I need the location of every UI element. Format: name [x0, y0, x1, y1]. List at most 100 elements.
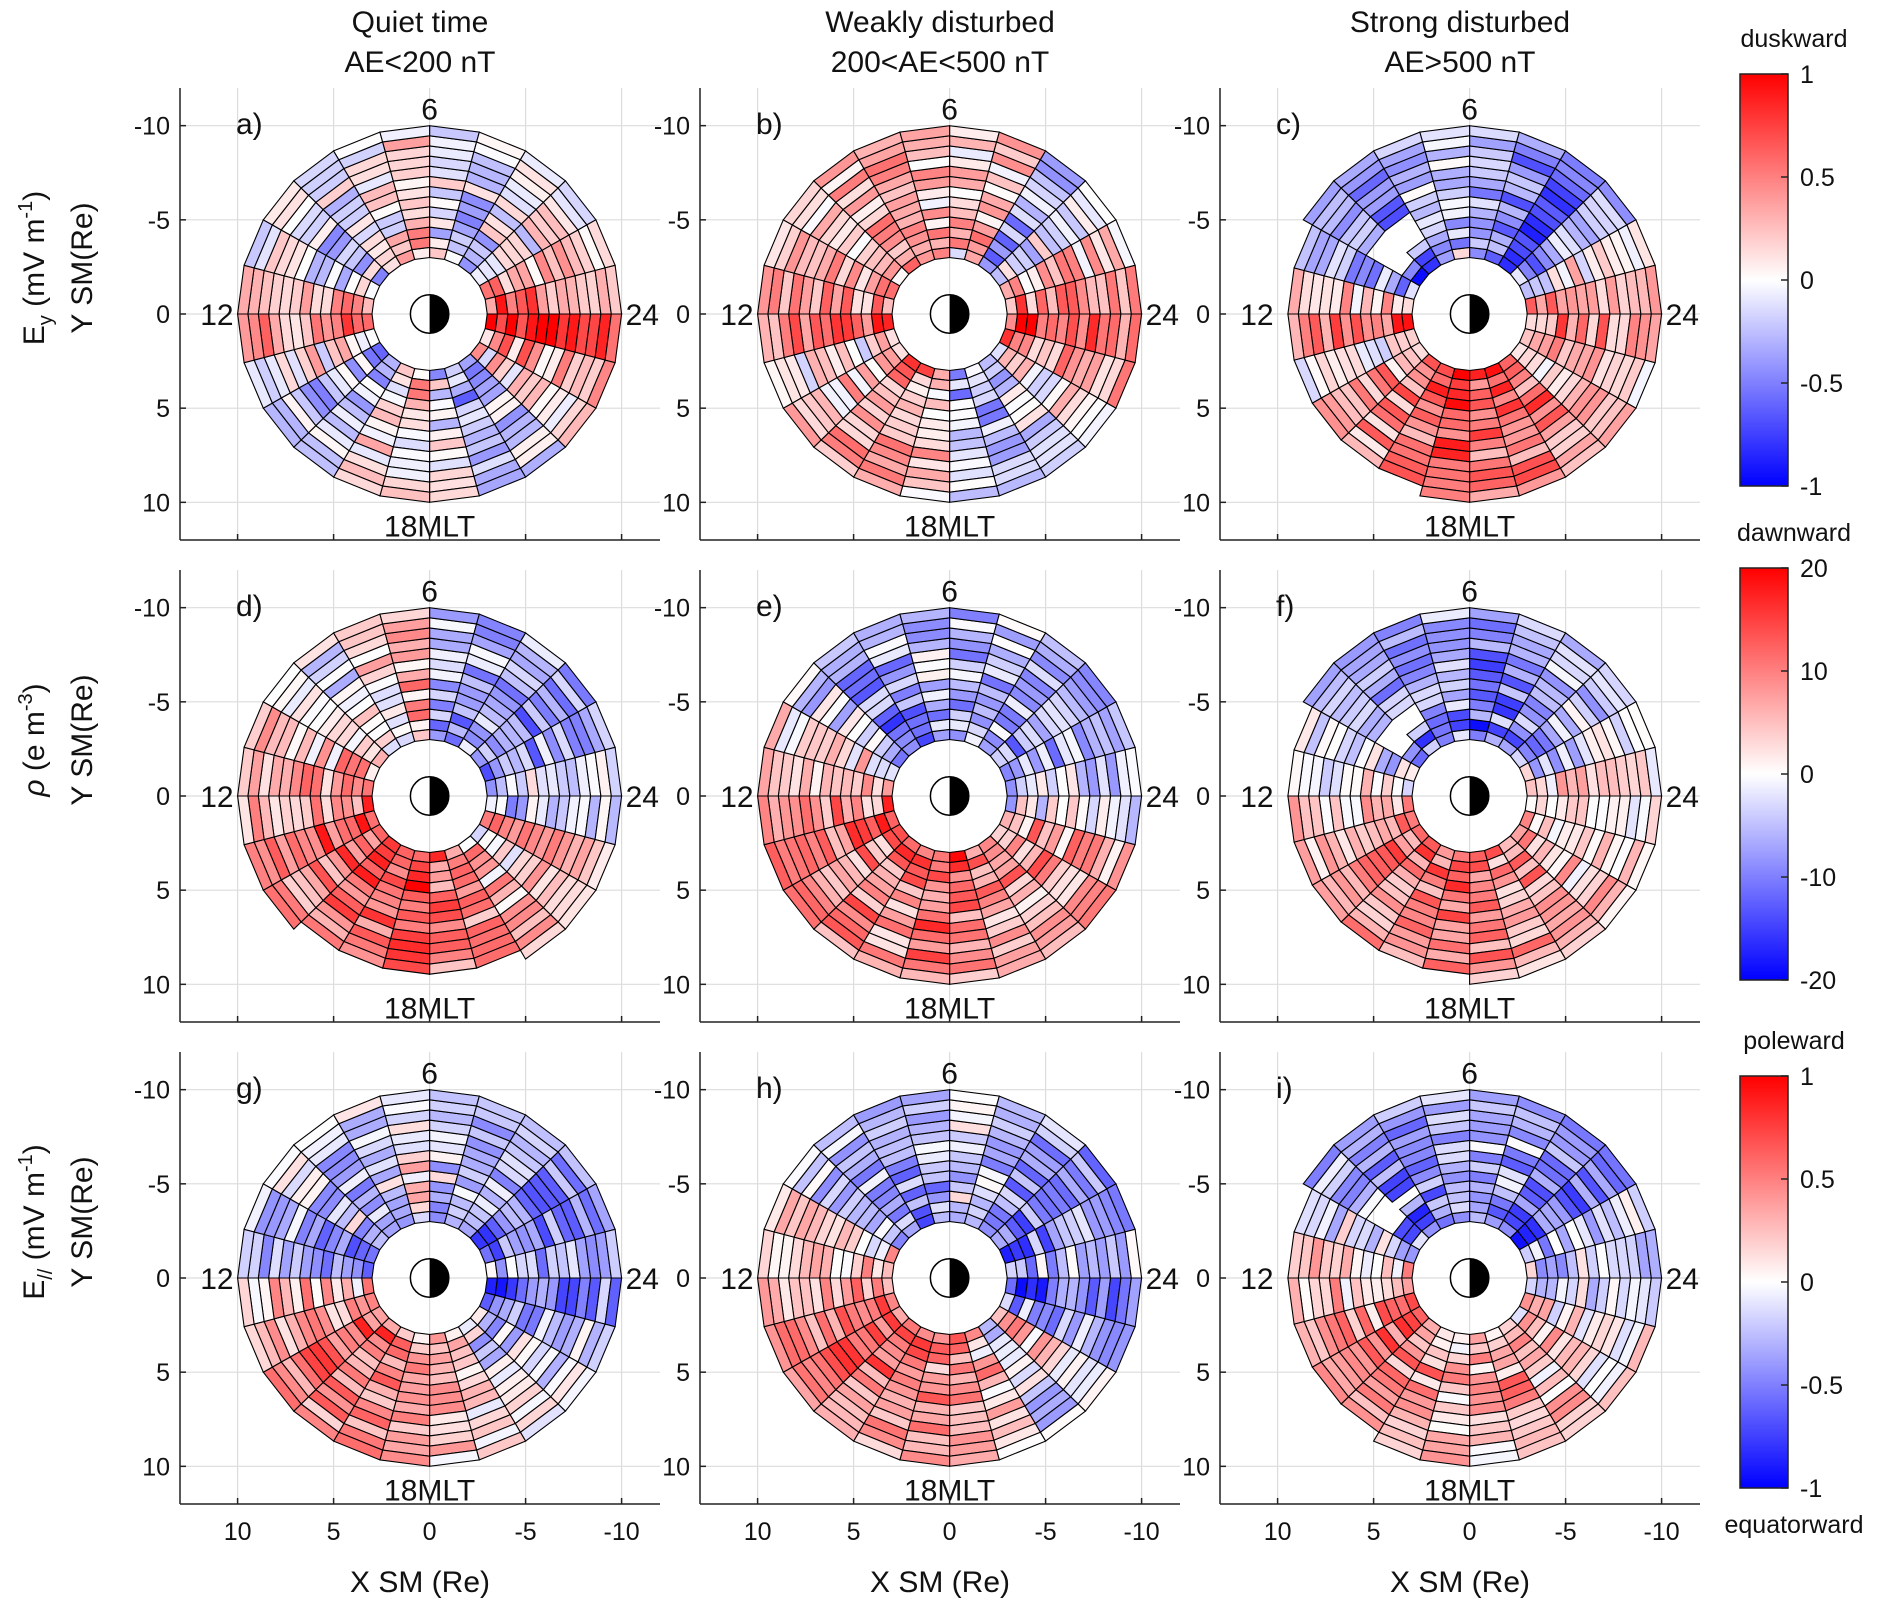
mlt-label-12: 12	[1240, 781, 1273, 814]
heatmap-cell	[379, 607, 431, 625]
y-tick-label: 10	[1182, 489, 1210, 517]
y-tick-label: 5	[676, 1359, 690, 1387]
colorbar-3: 1 0.5 0 -0.5 -1 poleward equatorward	[1725, 1027, 1864, 1539]
panel-label: h)	[756, 1072, 783, 1105]
y-tick-label: -5	[1188, 1171, 1210, 1199]
panel-label: c)	[1276, 108, 1301, 141]
row2-ylabel: ρ (e m-3)	[15, 683, 51, 797]
y-tick-label: 0	[1196, 1265, 1210, 1293]
heatmap-cell	[899, 1089, 951, 1107]
y-tick-label: -10	[134, 1077, 170, 1105]
mlt-label-12: 12	[720, 1263, 753, 1296]
colorbar-bottom-label: equatorward	[1725, 1511, 1864, 1539]
colorbar-gradient	[1739, 1075, 1789, 1489]
y-tick-label: -10	[134, 595, 170, 623]
panel-a: -10 -5 0 5 10 a) 6 12 24 18MLT	[134, 88, 660, 543]
row2-ylabel-quantity: ρ (e m-3)	[15, 683, 51, 797]
panel-label: i)	[1276, 1072, 1293, 1105]
heatmap-cell	[899, 607, 951, 625]
y-tick-label: 0	[676, 301, 690, 329]
colorbar-top-label: duskward	[1741, 25, 1848, 53]
y-tick-label: 0	[156, 301, 170, 329]
colorbar-tick-label: -20	[1800, 967, 1836, 995]
y-tick-label: 5	[1196, 395, 1210, 423]
mlt-label-6: 6	[421, 576, 438, 609]
x-tick-label: 0	[943, 1518, 957, 1546]
mlt-label-18: 18MLT	[384, 992, 475, 1025]
y-tick-label: -5	[148, 689, 170, 717]
col3-subtitle: AE>500 nT	[1385, 46, 1536, 79]
mlt-label-6: 6	[421, 1058, 438, 1091]
y-tick-label: 5	[1196, 877, 1210, 905]
y-tick-label: 5	[1196, 1359, 1210, 1387]
xlabel-col1: X SM (Re)	[350, 1566, 490, 1599]
heatmap-cell	[1419, 125, 1471, 143]
heatmap-cell	[1419, 1089, 1471, 1107]
colorbar-tick-label: 20	[1800, 555, 1828, 583]
heatmap-cell	[1419, 607, 1471, 625]
mlt-label-24: 24	[626, 781, 659, 814]
colorbar-tick-label: 0.5	[1800, 164, 1835, 192]
panel-label: b)	[756, 108, 783, 141]
panel-b: -10 -5 0 5 10 b) 6 12 24 18MLT	[654, 88, 1180, 543]
y-tick-label: 5	[676, 877, 690, 905]
colorbar-tick-label: 10	[1800, 658, 1828, 686]
earth-night-side-icon	[949, 776, 969, 816]
colorbar-gradient	[1739, 73, 1789, 487]
y-tick-label: 5	[156, 1359, 170, 1387]
mlt-label-18: 18MLT	[384, 1474, 475, 1507]
mlt-label-18: 18MLT	[384, 510, 475, 543]
row1-ylabel-quantity: Ey (mV m-1)	[15, 191, 57, 345]
panel-e: -10 -5 0 5 10 e) 6 12 24 18MLT	[654, 570, 1180, 1025]
row3-ylabel: E// (mV m-1)	[15, 1144, 57, 1300]
earth-night-side-icon	[949, 1258, 969, 1298]
col1-subtitle: AE<200 nT	[345, 46, 496, 79]
mlt-label-24: 24	[626, 299, 659, 332]
colorbar-top-label: dawnward	[1737, 519, 1851, 547]
col2-title: Weakly disturbed	[825, 6, 1055, 39]
mlt-label-6: 6	[941, 576, 958, 609]
x-tick-label: 0	[1463, 1518, 1477, 1546]
colorbar-tick-label: -0.5	[1800, 370, 1843, 398]
x-tick-label: 10	[744, 1518, 772, 1546]
heatmap-cell	[1469, 967, 1520, 985]
y-tick-label: -10	[654, 1077, 690, 1105]
heatmap-cell	[379, 1089, 431, 1107]
col3-title: Strong disturbed	[1350, 6, 1570, 39]
row3-ylabel-axis: Y SM(Re)	[66, 1156, 99, 1287]
colorbar-tick-label: 0.5	[1800, 1166, 1835, 1194]
x-tick-label: -10	[1124, 1518, 1160, 1546]
y-tick-label: -5	[1188, 207, 1210, 235]
x-tick-label: -10	[1644, 1518, 1680, 1546]
colorbar-tick-label: -0.5	[1800, 1372, 1843, 1400]
y-tick-label: 0	[676, 783, 690, 811]
x-tick-label: 10	[224, 1518, 252, 1546]
y-tick-label: 0	[156, 1265, 170, 1293]
colorbar-tick-label: 1	[1800, 1063, 1814, 1091]
x-tick-label: -10	[604, 1518, 640, 1546]
mlt-label-24: 24	[1666, 1263, 1699, 1296]
y-tick-label: -5	[668, 689, 690, 717]
earth-night-side-icon	[949, 294, 969, 334]
mlt-label-18: 18MLT	[904, 992, 995, 1025]
panel-label: d)	[236, 590, 263, 623]
y-tick-label: 10	[1182, 971, 1210, 999]
panel-d: -10 -5 0 5 10 d) 6 12 24 18MLT	[134, 570, 660, 1025]
x-tick-label: -5	[1554, 1518, 1576, 1546]
mlt-label-24: 24	[1146, 781, 1179, 814]
mlt-label-24: 24	[1146, 1263, 1179, 1296]
y-tick-label: -5	[668, 1171, 690, 1199]
colorbar-tick-label: -1	[1800, 1475, 1822, 1503]
x-tick-label: 5	[327, 1518, 341, 1546]
mlt-label-24: 24	[1146, 299, 1179, 332]
panel-i: -10 -5 0 5 10 10 5 0 -5 -10 i) 6 12 24 18MLT	[1174, 1052, 1700, 1546]
y-tick-label: -10	[654, 113, 690, 141]
row1-ylabel-axis: Y SM(Re)	[66, 202, 99, 333]
mlt-label-12: 12	[720, 781, 753, 814]
y-tick-label: 5	[676, 395, 690, 423]
mlt-label-12: 12	[200, 1263, 233, 1296]
row3-ylabel-quantity: E// (mV m-1)	[15, 1144, 57, 1300]
colorbar-tick-label: 0	[1800, 1269, 1814, 1297]
colorbar-tick-label: 0	[1800, 761, 1814, 789]
panel-h: -10 -5 0 5 10 10 5 0 -5 -10 h) 6 12 24 18MLT	[654, 1052, 1180, 1546]
